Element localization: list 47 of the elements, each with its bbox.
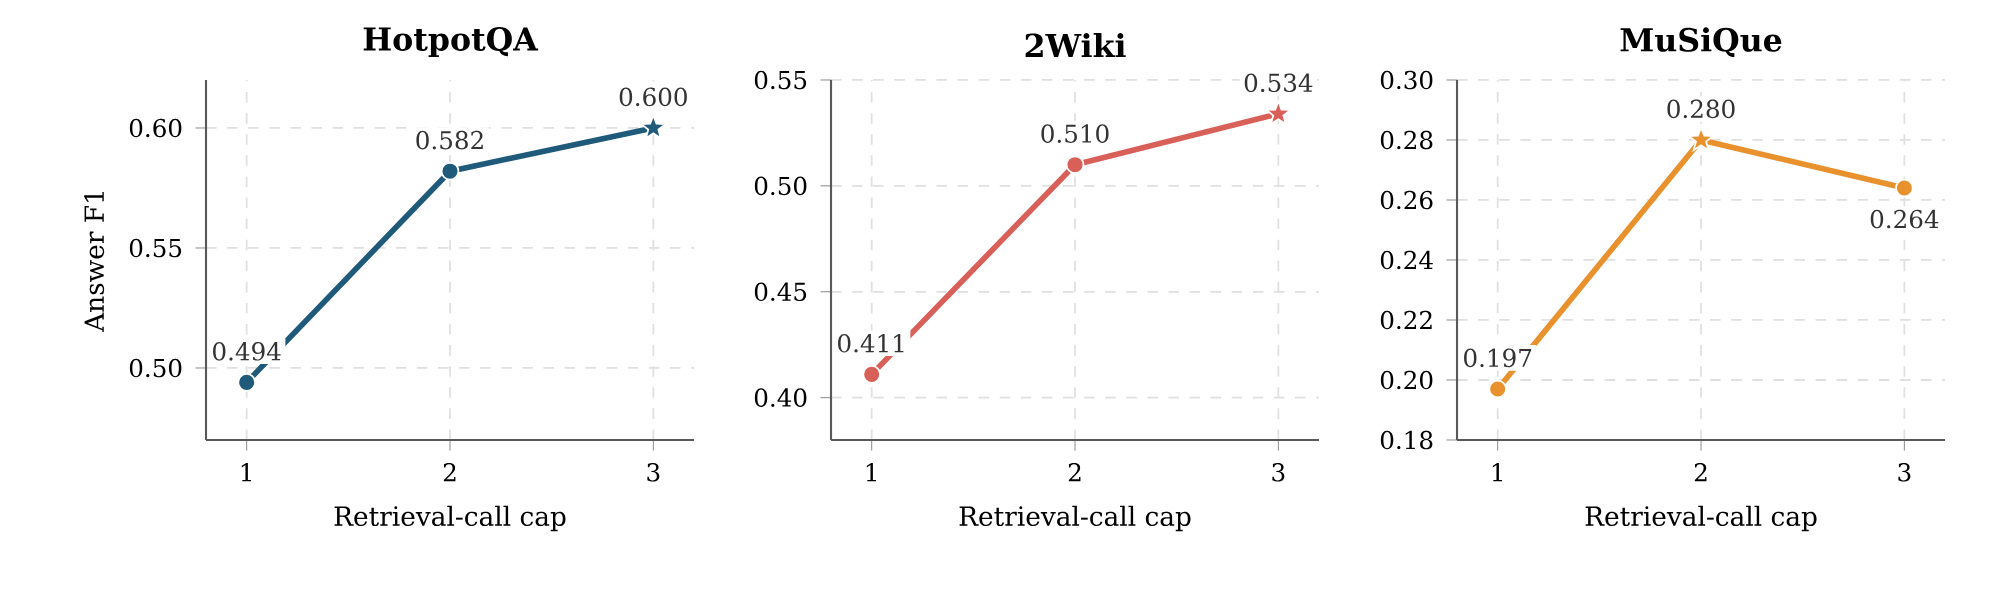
y-tick-label: 0.55 [754, 70, 807, 90]
x-tick-label: 2 [443, 462, 456, 482]
data-label: 0.197 [1464, 348, 1532, 368]
x-tick-label: 3 [1272, 462, 1285, 482]
data-label: 0.280 [1667, 99, 1735, 119]
x-tick-label: 1 [241, 462, 251, 482]
point [1895, 178, 1914, 198]
x-axis-title: Retrieval-call cap [1585, 505, 1817, 532]
data-label: 0.510 [1041, 124, 1109, 143]
x-tick-label: 2 [1694, 462, 1707, 482]
data-label: 0.534 [1244, 73, 1313, 93]
x-tick-label: 1 [1492, 462, 1502, 482]
x-tick-label: 3 [647, 462, 660, 482]
chart-title: 2Wiki [1025, 33, 1126, 58]
data-label: 0.411 [838, 333, 904, 353]
x-tick-label: 1 [866, 462, 876, 482]
y-tick-label: 0.45 [754, 282, 807, 302]
y-tick-label: 0.26 [1380, 190, 1433, 210]
point [237, 373, 256, 392]
point [862, 365, 881, 384]
data-label: 0.264 [1870, 209, 1939, 229]
y-tick-label: 0.24 [1380, 250, 1433, 270]
x-axis-title: Retrieval-call cap [959, 505, 1191, 532]
point [1065, 155, 1085, 175]
y-tick-label: 0.28 [1380, 130, 1433, 150]
y-tick-label: 0.20 [1380, 370, 1433, 390]
data-label: 0.582 [416, 130, 483, 150]
x-tick-label: 3 [1898, 462, 1911, 482]
y-tick-label: 0.40 [754, 388, 807, 407]
point [640, 114, 667, 140]
y-tick-label: 0.50 [129, 358, 182, 378]
point [440, 161, 460, 181]
x-tick-label: 2 [1068, 462, 1081, 482]
y-axis-title: Answer F1 [84, 191, 105, 333]
y-tick-label: 0.18 [1380, 430, 1433, 450]
data-label: 0.600 [619, 87, 687, 107]
y-tick-label: 0.50 [754, 176, 807, 196]
chart-title: HotpotQA [363, 26, 539, 58]
y-tick-label: 0.55 [129, 238, 182, 258]
y-tick-label: 0.60 [129, 118, 182, 138]
y-tick-label: 0.30 [1380, 70, 1433, 90]
data-label: 0.494 [213, 342, 281, 361]
y-tick-label: 0.22 [1380, 310, 1432, 330]
x-axis-title: Retrieval-call cap [334, 505, 566, 532]
point [1265, 100, 1292, 125]
chart-title: MuSiQue [1620, 27, 1782, 58]
point [1488, 379, 1508, 399]
